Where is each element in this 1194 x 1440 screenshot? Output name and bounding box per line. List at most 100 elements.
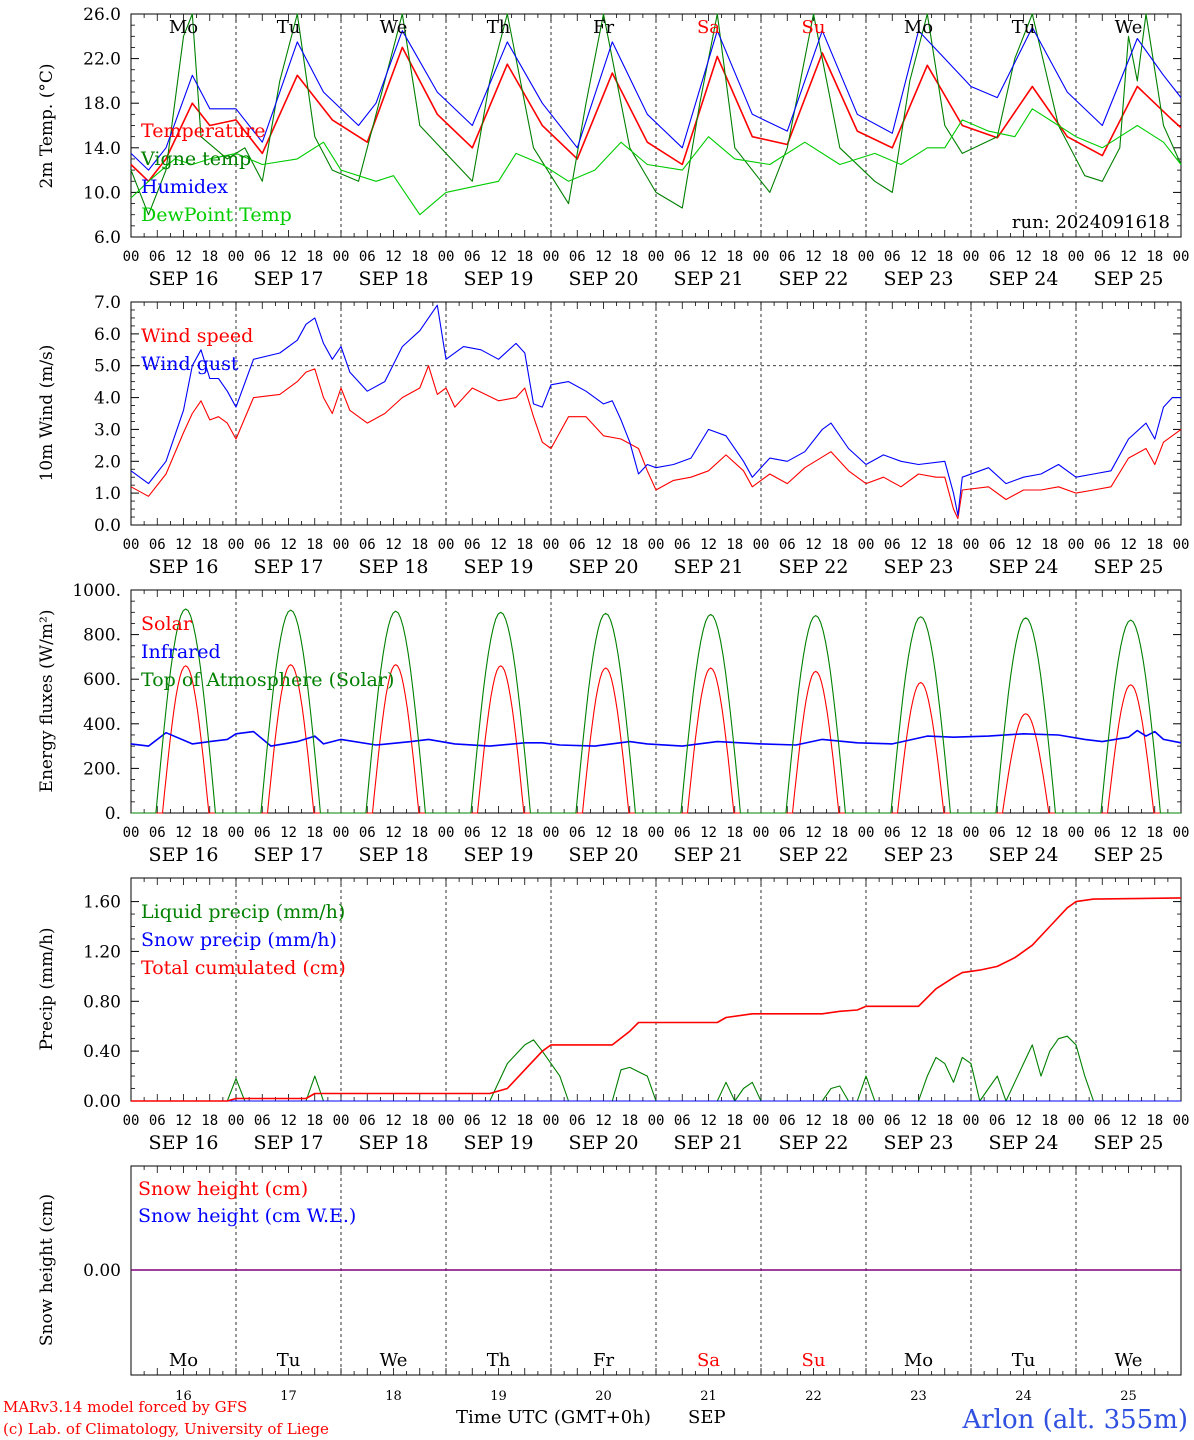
y-tick-label: 600.: [83, 670, 121, 690]
hour-label: 18: [831, 537, 848, 553]
hour-label: 12: [910, 537, 927, 553]
hour-label: 00: [648, 825, 665, 841]
y-tick-label: 4.0: [94, 389, 121, 409]
hour-label: 06: [989, 1113, 1006, 1129]
hour-label: 18: [936, 537, 953, 553]
date-label: SEP 21: [674, 844, 744, 866]
y-tick-label: 18.0: [83, 94, 121, 114]
date-label: SEP 16: [149, 1132, 219, 1154]
hour-label: 12: [175, 537, 192, 553]
date-label: SEP 22: [779, 556, 849, 578]
hour-label: 06: [1094, 825, 1111, 841]
legend-entry: Temperature: [141, 120, 265, 142]
y-tick-label: 3.0: [94, 420, 121, 440]
hour-label: 00: [1068, 537, 1085, 553]
hour-label: 12: [595, 537, 612, 553]
series-line-top-of-atmosphere-solar: [131, 608, 1181, 814]
weekday-label: Tu: [277, 17, 301, 38]
panel-2: 0.0 1.0 2.0 3.0 4.0 5.0 6.0 7.0 10m Wind (m/s) Wi…: [37, 293, 1189, 578]
hour-label: 06: [989, 249, 1006, 265]
hour-label: 00: [963, 1113, 980, 1129]
date-label: SEP 22: [779, 1132, 849, 1154]
y-tick-label: 22.0: [83, 50, 121, 70]
y-tick-label: 10.0: [83, 183, 121, 203]
hour-label: 18: [621, 1113, 638, 1129]
hour-label: 18: [1146, 1113, 1163, 1129]
legend-entry: Snow height (cm W.E.): [138, 1205, 356, 1227]
hour-label: 00: [1068, 825, 1085, 841]
weekday-label: Mo: [169, 1350, 198, 1371]
hour-label: 06: [254, 825, 271, 841]
hour-label: 00: [753, 825, 770, 841]
hour-label: 06: [779, 537, 796, 553]
legend-entry: Solar: [141, 613, 193, 635]
y-axis-title: 10m Wind (m/s): [37, 345, 57, 482]
hour-label: 06: [569, 249, 586, 265]
hour-label: 06: [674, 249, 691, 265]
hour-label: 00: [333, 249, 350, 265]
hour-label: 18: [936, 249, 953, 265]
hour-label: 18: [831, 825, 848, 841]
hour-label: 00: [1173, 537, 1190, 553]
y-tick-label: 26.0: [83, 5, 121, 25]
y-tick-label: 1.0: [94, 484, 121, 504]
panel-4: 0.00 0.40 0.80 1.20 1.60 Precip (mm/h) Liquid …: [37, 877, 1189, 1154]
date-label: SEP 25: [1094, 556, 1164, 578]
plot-frame: [130, 589, 1182, 814]
hour-label: 18: [621, 825, 638, 841]
date-label: SEP 21: [674, 1132, 744, 1154]
hour-label: 00: [438, 537, 455, 553]
hour-label: 06: [149, 1113, 166, 1129]
hour-label: 18: [201, 825, 218, 841]
hour-label: 00: [543, 249, 560, 265]
weekday-label: Su: [802, 17, 826, 38]
hour-label: 12: [1120, 249, 1137, 265]
hour-label: 18: [1146, 249, 1163, 265]
hour-label: 06: [989, 537, 1006, 553]
hour-label: 18: [306, 537, 323, 553]
hour-label: 00: [123, 537, 140, 553]
hour-label: 12: [1015, 1113, 1032, 1129]
hour-label: 00: [543, 825, 560, 841]
series-line-dewpoint-temp: [130, 108, 1182, 216]
weekday-label: Mo: [169, 17, 198, 38]
hour-label: 12: [490, 537, 507, 553]
hour-label: 18: [726, 825, 743, 841]
hour-label: 12: [1120, 537, 1137, 553]
hour-label: 18: [516, 537, 533, 553]
date-label: SEP 24: [989, 1132, 1059, 1154]
hour-label: 00: [333, 537, 350, 553]
hour-label: 00: [1068, 1113, 1085, 1129]
date-label: SEP 19: [464, 556, 534, 578]
hour-label: 06: [779, 249, 796, 265]
hour-label: 12: [1015, 537, 1032, 553]
lab-credit: (c) Lab. of Climatology, University of L…: [3, 1420, 329, 1438]
hour-label: 18: [726, 1113, 743, 1129]
date-label: SEP 23: [884, 1132, 954, 1154]
weekday-label: Mo: [904, 1350, 933, 1371]
hour-label: 18: [621, 537, 638, 553]
y-tick-label: 0.80: [83, 992, 121, 1012]
y-tick-label: 400.: [83, 715, 121, 735]
hour-label: 18: [306, 825, 323, 841]
hour-label: 06: [359, 537, 376, 553]
weekday-label: Mo: [904, 17, 933, 38]
hour-label: 00: [858, 825, 875, 841]
legend-entry: Snow precip (mm/h): [141, 929, 337, 951]
date-label: SEP 18: [359, 1132, 429, 1154]
hour-label: 12: [385, 825, 402, 841]
date-label: SEP 20: [569, 268, 639, 290]
station-label: Arlon (alt. 355m): [961, 1405, 1188, 1435]
hour-label: 00: [753, 249, 770, 265]
y-tick-label: 800.: [83, 626, 121, 646]
hour-label: 06: [1094, 249, 1111, 265]
hour-label: 12: [805, 825, 822, 841]
hour-label: 12: [175, 825, 192, 841]
hour-label: 18: [516, 825, 533, 841]
y-tick-label: 14.0: [83, 139, 121, 159]
day-number-label: 17: [280, 1389, 297, 1404]
hour-label: 12: [175, 1113, 192, 1129]
hour-label: 18: [411, 537, 428, 553]
y-tick-label: 0.00: [83, 1092, 121, 1112]
hour-label: 06: [359, 825, 376, 841]
